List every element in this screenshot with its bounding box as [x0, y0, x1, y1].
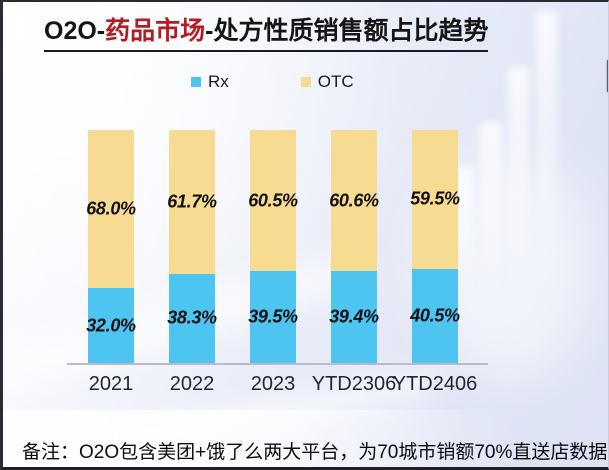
chart-legend: Rx OTC	[191, 72, 354, 92]
rx-value-label: 39.5%	[248, 306, 298, 327]
legend-swatch-otc	[300, 77, 311, 87]
title-suffix: -处方性质销售额占比趋势	[205, 17, 489, 45]
page-title: O2O-药品市场-处方性质销售额占比趋势	[44, 11, 489, 52]
rx-value-label: 38.3%	[167, 307, 217, 328]
rx-value-label: 39.4%	[329, 306, 379, 327]
bar-segment-rx: 38.3%	[167, 273, 217, 363]
bar-segment-otc: 68.0%	[86, 130, 136, 289]
x-tick-label: 2022	[169, 373, 215, 395]
otc-value-label: 61.7%	[167, 191, 217, 212]
bar-segment-rx: 32.0%	[86, 288, 136, 363]
legend-label: Rx	[208, 72, 229, 91]
rx-value-label: 40.5%	[410, 305, 460, 326]
bar-2023: 60.5% 39.5%	[248, 130, 298, 363]
legend-label: OTC	[317, 72, 354, 91]
otc-value-label: 60.6%	[329, 190, 379, 211]
otc-value-label: 68.0%	[86, 198, 136, 219]
bar-YTD2306: 60.6% 39.4%	[329, 130, 379, 363]
x-tick-label: 2021	[88, 373, 134, 395]
bar-segment-otc: 60.5%	[248, 130, 298, 271]
page-title-text: O2O-药品市场-处方性质销售额占比趋势	[44, 11, 489, 52]
bar-2021: 68.0% 32.0%	[86, 130, 136, 363]
bar-segment-rx: 39.5%	[248, 271, 298, 363]
x-tick-label: 2023	[250, 373, 296, 395]
rx-value-label: 32.0%	[86, 315, 136, 336]
stacked-bar-chart: 68.0% 32.0% 2021 61.7% 38.3% 2022 60.5% 39.5% 20…	[3, 130, 608, 395]
bar-segment-rx: 39.4%	[329, 271, 379, 363]
x-tick-label: YTD2406	[392, 373, 478, 395]
x-axis-line	[67, 363, 488, 365]
bar-segment-rx: 40.5%	[410, 268, 460, 363]
bar-segment-otc: 59.5%	[410, 130, 460, 269]
bar-segment-otc: 60.6%	[329, 130, 379, 272]
bar-2022: 61.7% 38.3%	[167, 130, 217, 363]
title-prefix: O2O-	[44, 17, 106, 45]
x-tick-label: YTD2306	[311, 373, 397, 395]
legend-item-otc: OTC	[300, 72, 354, 92]
bar-segment-otc: 61.7%	[167, 130, 217, 274]
legend-item-rx: Rx	[191, 72, 229, 92]
legend-swatch-rx	[191, 77, 201, 87]
title-highlight: 药品市场	[105, 17, 206, 45]
otc-value-label: 60.5%	[248, 190, 298, 210]
otc-value-label: 59.5%	[410, 188, 460, 209]
bar-YTD2406: 59.5% 40.5%	[410, 130, 460, 363]
footnote: 备注：O2O包含美团+饿了么两大平台，为70城市销额70%直送店数据	[22, 442, 608, 463]
